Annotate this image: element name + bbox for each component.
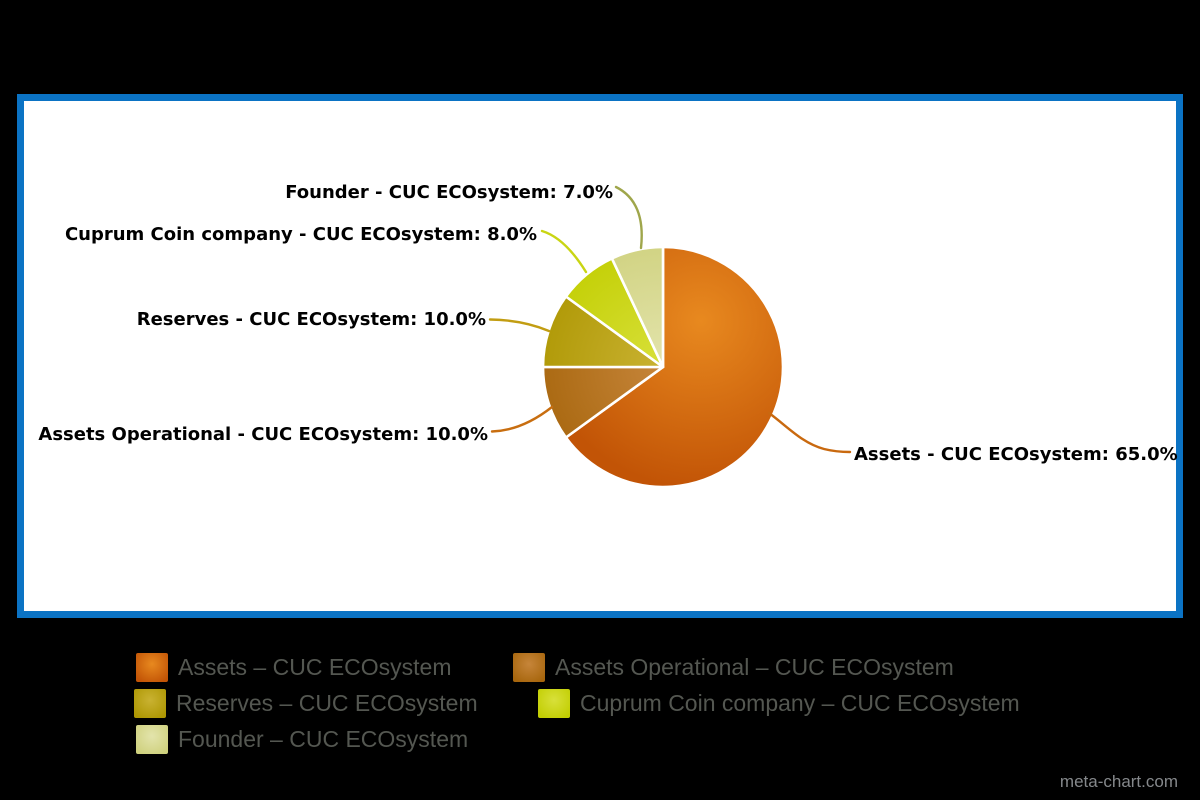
legend-item-assets-operational: Assets Operational – CUC ECOsystem [513, 653, 954, 682]
pie-label-reserves: Reserves - CUC ECOsystem: 10.0% [136, 309, 486, 330]
legend-label: Founder – CUC ECOsystem [178, 726, 469, 752]
legend-swatch-founder [136, 725, 168, 754]
leader-line-assets-cuc-ecosystem [767, 411, 852, 454]
pie-label-cuprum-coin-company: Cuprum Coin company - CUC ECOsystem: 8.0… [64, 224, 537, 245]
legend-label: Reserves – CUC ECOsystem [176, 690, 478, 716]
legend-label: Assets Operational – CUC ECOsystem [555, 654, 954, 680]
leader-line-cuprum-coin-company-cuc-ecosystem [540, 229, 588, 274]
leader-line-reserves-cuc-ecosystem [488, 318, 551, 333]
legend-item-assets: Assets – CUC ECOsystem [136, 653, 452, 682]
leader-line-assets-operational-cuc-ecosystem [490, 405, 554, 433]
legend-item-reserves: Reserves – CUC ECOsystem [134, 689, 478, 718]
pie-label-founder: Founder - CUC ECOsystem: 7.0% [285, 182, 613, 203]
pie-label-assets-operational: Assets Operational - CUC ECOsystem: 10.0… [38, 424, 488, 445]
legend-label: Cuprum Coin company – CUC ECOsystem [580, 690, 1020, 716]
pie-slice-founder-cuc-ecosystem [610, 245, 665, 369]
legend-swatch-reserves [134, 689, 166, 718]
legend-swatch-cuprum-coin-company [538, 689, 570, 718]
legend-item-founder: Founder – CUC ECOsystem [136, 725, 468, 754]
legend-swatch-assets [136, 653, 168, 682]
legend-label: Assets – CUC ECOsystem [178, 654, 452, 680]
legend-item-cuprum-coin-company: Cuprum Coin company – CUC ECOsystem [538, 689, 1020, 718]
legend-swatch-assets-operational [513, 653, 545, 682]
leader-line-founder-cuc-ecosystem [614, 185, 643, 250]
pie-slice-assets-operational-cuc-ecosystem [541, 365, 665, 439]
pie-slice-assets-cuc-ecosystem [564, 245, 785, 489]
pie-label-assets: Assets - CUC ECOsystem: 65.0% [854, 444, 1178, 465]
meta-chart-watermark: meta-chart.com [1059, 772, 1178, 791]
